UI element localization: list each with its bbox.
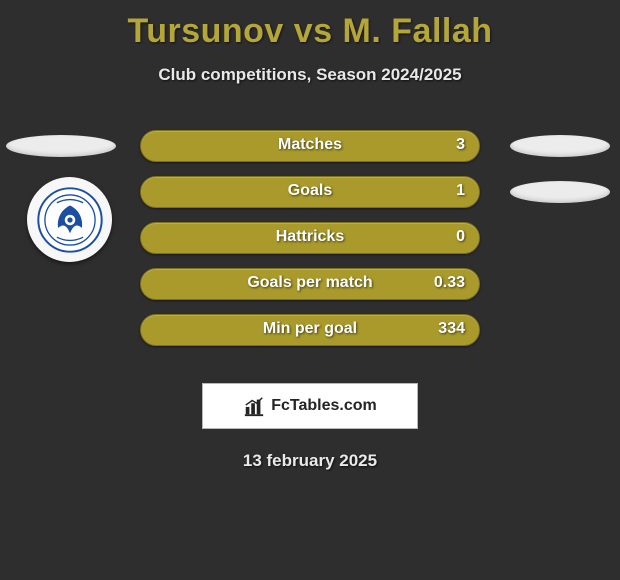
stat-pill-matches: Matches 3 [140,130,480,162]
club-badge-left [27,177,112,262]
subtitle: Club competitions, Season 2024/2025 [0,65,620,85]
stat-value-right: 0.33 [434,269,465,297]
stat-label: Goals per match [141,269,479,297]
club-crest-icon [37,187,103,253]
stat-label: Goals [141,177,479,205]
stat-row: Min per goal 334 [0,307,620,353]
bar-chart-icon [243,395,265,417]
player-right-slot-1 [510,135,610,157]
stat-pill-goals-per-match: Goals per match 0.33 [140,268,480,300]
player-left-slot-1 [6,135,116,157]
stat-label: Min per goal [141,315,479,343]
player-right-slot-2 [510,181,610,203]
stat-value-right: 3 [456,131,465,159]
source-label: FcTables.com [271,397,377,415]
page-title: Tursunov vs M. Fallah [0,0,620,51]
stat-row: Goals per match 0.33 [0,261,620,307]
stat-value-right: 0 [456,223,465,251]
stat-pill-hattricks: Hattricks 0 [140,222,480,254]
stat-value-right: 334 [438,315,465,343]
stat-row: Matches 3 [0,123,620,169]
stat-pill-goals: Goals 1 [140,176,480,208]
source-logo: FcTables.com [202,383,418,429]
stat-label: Hattricks [141,223,479,251]
stat-label: Matches [141,131,479,159]
stat-pill-min-per-goal: Min per goal 334 [140,314,480,346]
date-label: 13 february 2025 [0,451,620,471]
stat-value-right: 1 [456,177,465,205]
comparison-stage: Matches 3 Goals 1 Hattricks 0 Goals per … [0,123,620,353]
